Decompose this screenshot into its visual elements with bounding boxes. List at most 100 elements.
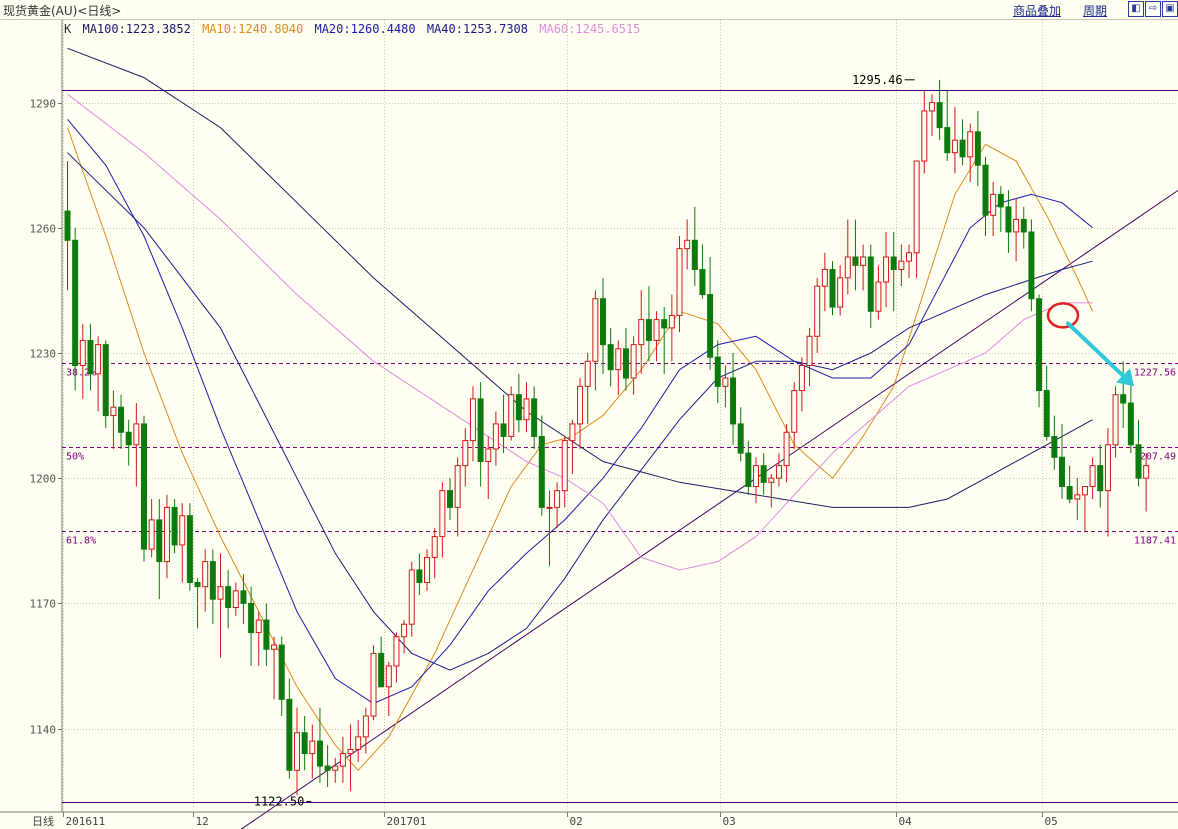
candle-body-up xyxy=(546,506,553,509)
y-tick-label: 1290 xyxy=(30,98,57,111)
candle-body-up xyxy=(775,465,782,479)
candle-body-up xyxy=(385,665,392,688)
candle-body-down xyxy=(600,298,606,346)
candle-body-up xyxy=(469,398,476,442)
candle-body-down xyxy=(156,519,163,563)
candle-body-up xyxy=(806,335,813,366)
candle-body-up xyxy=(554,490,561,508)
candle-body-up xyxy=(875,281,882,312)
candle-body-up xyxy=(309,740,316,755)
chart-title: 现货黄金(AU)<日线> xyxy=(3,4,122,18)
candle-body-down xyxy=(225,586,232,609)
x-tick-label: 201701 xyxy=(387,815,427,828)
candle-body-down xyxy=(209,561,216,600)
candle-body-up xyxy=(577,385,584,425)
candle-body-up xyxy=(424,556,431,583)
candle-body-down xyxy=(760,465,767,483)
y-tick-label: 1140 xyxy=(30,724,57,737)
candle-body-up xyxy=(95,344,102,375)
candle-body-up xyxy=(844,256,851,279)
candle-body-up xyxy=(271,644,278,650)
candle-body-up xyxy=(615,348,622,371)
candle-body-up xyxy=(439,490,446,538)
candle-body-down xyxy=(852,256,859,266)
projection-arrow-head xyxy=(1116,368,1134,387)
legend-ma20: MA20:1260.4480 xyxy=(314,22,416,36)
candle-body-down xyxy=(500,423,507,437)
candle-body-up xyxy=(1081,486,1088,496)
candle-body-up xyxy=(347,748,354,755)
candle-body-down xyxy=(286,698,293,771)
candle-body-down xyxy=(745,452,752,488)
candle-body-up xyxy=(990,193,997,216)
candle-body-down xyxy=(1135,444,1142,479)
candle-body-up xyxy=(906,252,912,262)
candle-body-up xyxy=(523,398,530,421)
candle-body-up xyxy=(592,298,599,362)
candle-body-up xyxy=(791,390,798,433)
candle-body-down xyxy=(278,644,285,700)
candle-body-up xyxy=(753,465,759,488)
candle-body-down xyxy=(645,319,652,341)
candle-body-down xyxy=(944,127,951,154)
candle-body-down xyxy=(714,356,721,387)
candle-body-down xyxy=(416,569,423,583)
candle-body-up xyxy=(837,277,844,308)
arrow-left-icon[interactable]: ◧ xyxy=(1128,1,1144,17)
candle-body-up xyxy=(928,102,935,112)
candle-body-up xyxy=(1089,465,1096,488)
candle-body-up xyxy=(821,269,828,287)
fib-level-label: 61.8% xyxy=(66,536,96,547)
candle-body-down xyxy=(699,269,706,296)
candle-body-down xyxy=(1020,218,1027,233)
candle-body-down xyxy=(959,139,966,158)
candle-body-up xyxy=(883,256,890,283)
y-tick-label: 1260 xyxy=(30,223,57,236)
x-tick-label: 02 xyxy=(570,815,583,828)
period-link[interactable]: 周期 xyxy=(1083,4,1108,18)
candle-body-up xyxy=(370,652,377,717)
candle-body-up xyxy=(860,256,867,266)
x-tick-label: 03 xyxy=(723,815,736,828)
candle-body-down xyxy=(622,348,629,379)
candle-body-up xyxy=(462,440,469,467)
candle-body-down xyxy=(531,398,538,437)
candle-body-up xyxy=(676,248,683,316)
fib-level-label: 50% xyxy=(66,452,84,463)
candle-body-down xyxy=(102,344,109,417)
candle-body-up xyxy=(798,364,805,392)
candle-body-down xyxy=(248,602,255,634)
candle-body-down xyxy=(324,765,331,771)
candle-body-up xyxy=(1112,394,1119,446)
candle-body-down xyxy=(737,423,744,454)
candle-body-up xyxy=(722,377,729,387)
y-tick-label: 1200 xyxy=(30,473,57,486)
candle-body-up xyxy=(898,260,905,271)
fib-level-label: 38.2% xyxy=(66,368,96,379)
candle-body-up xyxy=(561,440,568,492)
candle-body-up xyxy=(454,465,461,508)
candle-body-down xyxy=(607,344,614,371)
candle-body-down xyxy=(263,619,270,650)
arrow-right-icon[interactable]: ⇨ xyxy=(1145,1,1161,17)
candle-body-down xyxy=(730,377,737,425)
candle-body-down xyxy=(1028,231,1035,300)
candle-body-up xyxy=(332,765,339,771)
candle-body-down xyxy=(997,193,1004,208)
candle-body-down xyxy=(316,740,323,767)
overlay-link[interactable]: 商品叠加 xyxy=(1013,4,1062,18)
fullscreen-icon[interactable]: ▣ xyxy=(1162,1,1178,17)
highlight-circle xyxy=(1046,302,1080,329)
candle-body-up xyxy=(133,423,140,446)
candle-body-down xyxy=(982,164,989,216)
candle-body-down xyxy=(538,435,545,508)
candle-body-up xyxy=(294,732,300,771)
candle-body-up xyxy=(1143,465,1150,479)
candle-body-up xyxy=(163,506,170,563)
ma-line-ma40 xyxy=(67,152,1093,671)
legend-ma10: MA10:1240.8040 xyxy=(202,22,304,36)
candle-body-down xyxy=(194,581,201,588)
ma-line-ma60 xyxy=(67,93,1093,571)
ma-line-ma100 xyxy=(67,47,1093,508)
